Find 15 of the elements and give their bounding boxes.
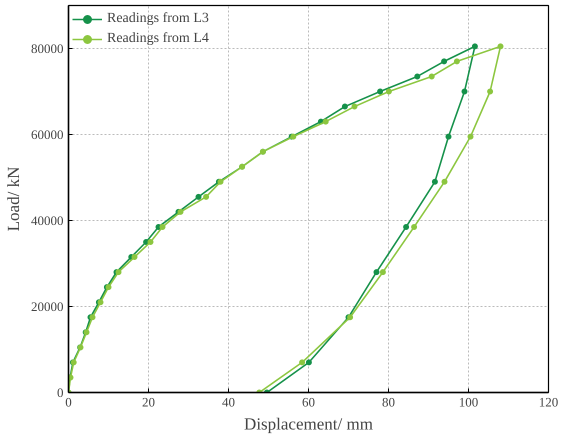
x-tick-label: 80	[382, 394, 395, 410]
y-tick-label: 0	[57, 385, 64, 400]
x-tick-label: 20	[142, 394, 155, 410]
x-tick-label: 60	[302, 394, 315, 410]
y-axis-title: Load/ kN	[4, 166, 23, 232]
x-tick-label: 100	[458, 394, 478, 410]
x-tick-label: 120	[538, 394, 558, 410]
y-tick-label: 40000	[31, 213, 64, 228]
y-tick-label: 60000	[31, 127, 64, 142]
y-tick-label: 80000	[31, 41, 64, 56]
x-axis-title: Displacement/ mm	[244, 414, 373, 434]
legend-label: Readings from L4	[107, 31, 209, 47]
legend-label: Readings from L3	[107, 11, 209, 27]
x-tick-label: 40	[222, 394, 235, 410]
y-tick-label: 20000	[31, 299, 64, 314]
